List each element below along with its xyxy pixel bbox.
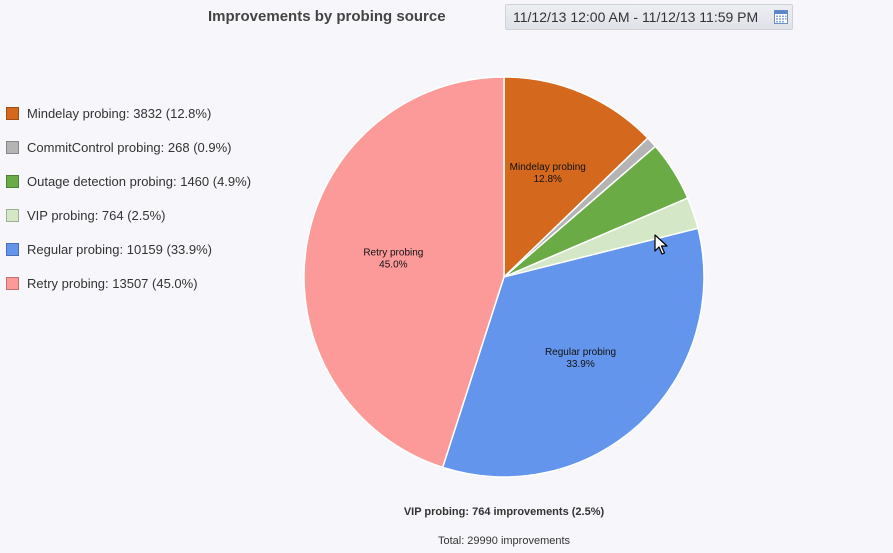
calendar-icon[interactable] [774,10,788,24]
legend-item-commitcontrol[interactable]: CommitControl probing: 268 (0.9%) [6,130,251,164]
legend-label: Outage detection probing: 1460 (4.9%) [27,173,252,189]
legend-item-vip[interactable]: VIP probing: 764 (2.5%) [6,198,251,232]
chart-legend: Mindelay probing: 3832 (12.8%) CommitCon… [6,96,251,300]
pie-slice-regular-probing[interactable] [441,227,705,478]
slice-label: Retry probing 45.0% [363,248,423,271]
legend-swatch [6,140,19,154]
pie-slice-retry-probing[interactable] [303,76,505,469]
slice-label: Regular probing 33.9% [545,347,616,370]
date-range-picker[interactable]: 11/12/13 12:00 AM - 11/12/13 11:59 PM [505,4,793,30]
legend-label: Mindelay probing: 3832 (12.8%) [27,105,212,121]
legend-swatch [6,174,19,188]
legend-label: Retry probing: 13507 (45.0%) [27,275,198,291]
legend-label: Regular probing: 10159 (33.9%) [27,241,213,257]
legend-label: CommitControl probing: 268 (0.9%) [27,139,232,155]
hover-info: VIP probing: 764 improvements (2.5%) [403,506,605,518]
total-improvements: Total: 29990 improvements [437,535,571,547]
legend-swatch [6,106,19,120]
date-range-text: 11/12/13 12:00 AM - 11/12/13 11:59 PM [513,9,759,25]
legend-item-mindelay[interactable]: Mindelay probing: 3832 (12.8%) [6,96,251,130]
chart-title: Improvements by probing source [208,8,446,25]
legend-swatch [6,208,19,222]
legend-item-regular[interactable]: Regular probing: 10159 (33.9%) [6,232,251,266]
slice-label: Mindelay probing 12.8% [510,162,586,185]
legend-item-outage-detection[interactable]: Outage detection probing: 1460 (4.9%) [6,164,251,198]
pie-slice-mindelay-probing[interactable] [503,76,649,279]
legend-swatch [6,276,19,290]
legend-swatch [6,242,19,256]
legend-label: VIP probing: 764 (2.5%) [27,207,166,223]
legend-item-retry[interactable]: Retry probing: 13507 (45.0%) [6,266,251,300]
mouse-cursor-icon [654,234,668,255]
